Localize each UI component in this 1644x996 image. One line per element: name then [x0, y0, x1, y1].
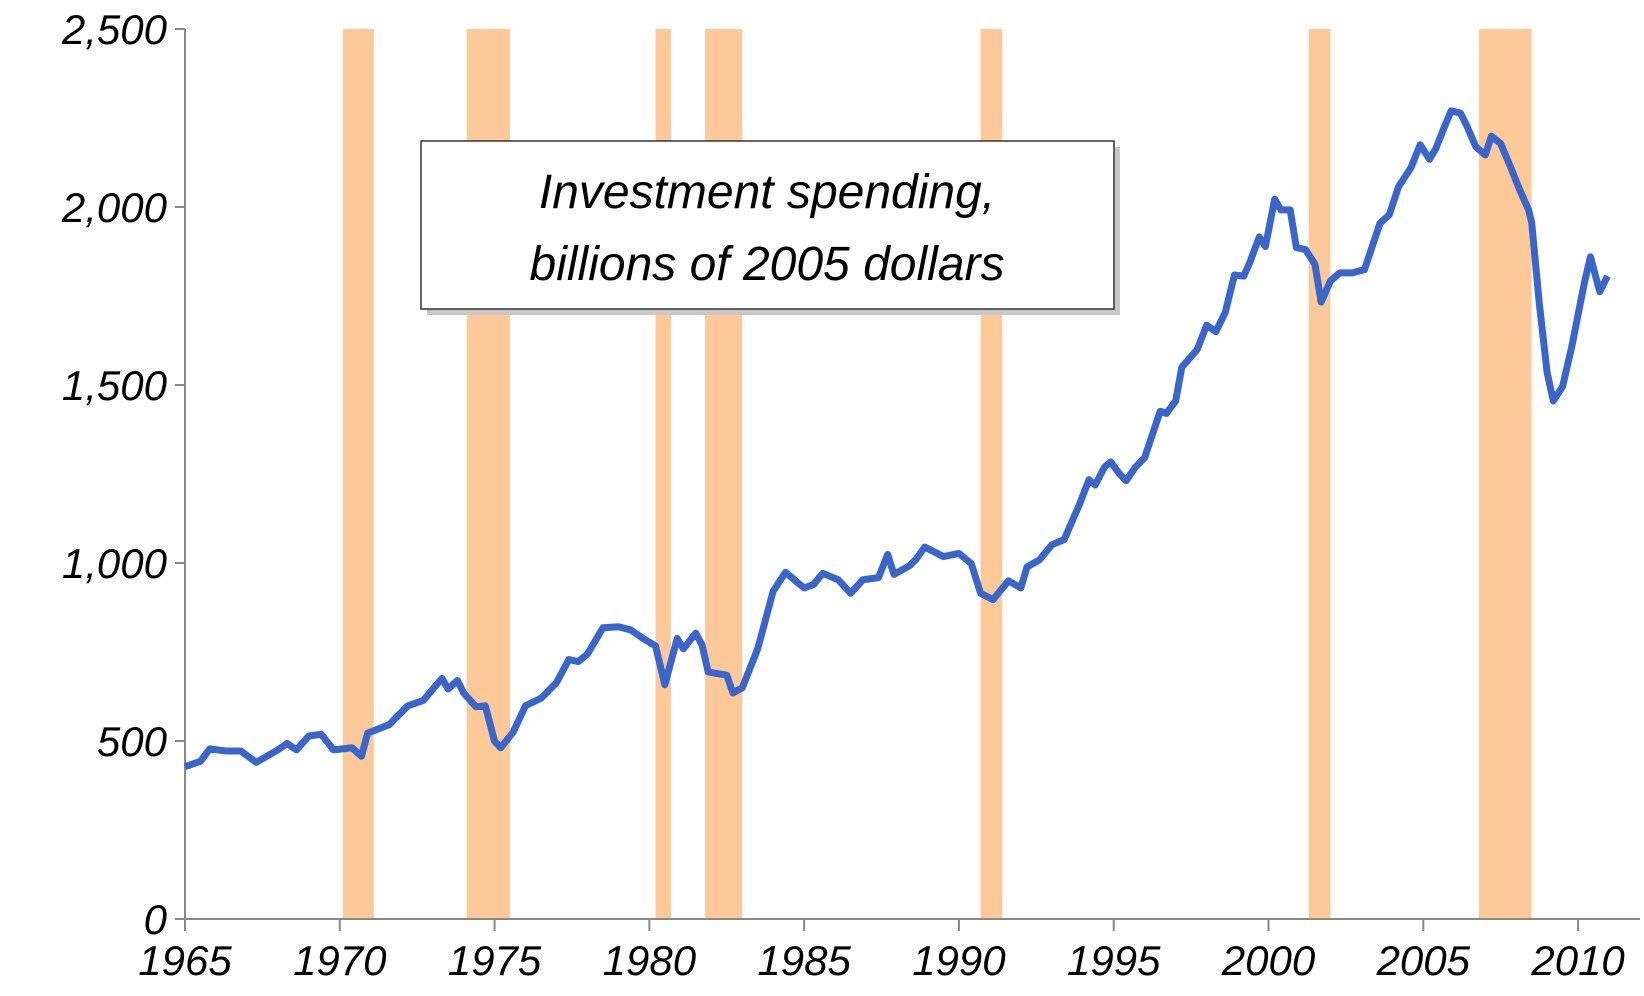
data-line	[183, 107, 1611, 770]
recession-band	[342, 29, 374, 919]
x-tick-label: 2005	[1376, 937, 1471, 984]
y-tick-label: 2,000	[61, 184, 168, 231]
annotation-box	[420, 140, 1115, 310]
y-tick-label: 500	[97, 718, 168, 765]
y-tick-label: 2,500	[61, 6, 168, 53]
recession-band	[1308, 29, 1331, 919]
x-tick-label: 1985	[757, 937, 851, 984]
x-tick-label: 1975	[448, 937, 542, 984]
x-tick-label: 2010	[1530, 937, 1625, 984]
y-tick-label: 1,000	[62, 540, 168, 587]
y-tick-label: 0	[144, 896, 168, 943]
x-tick-label: 1990	[912, 937, 1006, 984]
x-tick-label: 1970	[293, 937, 387, 984]
x-tick-label: 1995	[1067, 937, 1161, 984]
annotation: Investment spending,	[539, 166, 995, 219]
recession-band	[1479, 29, 1532, 919]
x-tick-label: 2000	[1221, 937, 1316, 984]
x-tick-label: 1980	[603, 937, 697, 984]
annotation: billions of 2005 dollars	[530, 238, 1005, 291]
axes: 0 500 1,000 1,500 2,000 2,500 1965 1970 1975 1980…	[61, 6, 1640, 984]
y-tick-label: 1,500	[62, 362, 168, 409]
lines	[183, 107, 1611, 770]
x-tick-label: 1965	[138, 937, 232, 984]
